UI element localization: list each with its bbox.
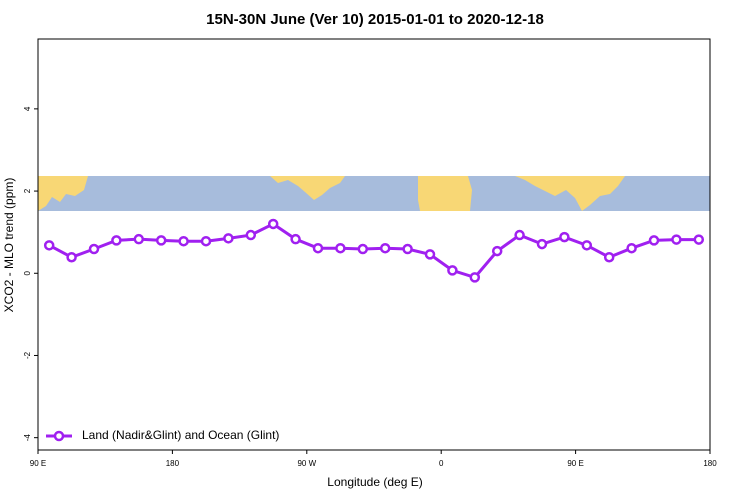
y-tick-label: -2 xyxy=(23,351,32,359)
point xyxy=(111,235,122,246)
point xyxy=(357,243,369,255)
point xyxy=(447,265,458,276)
point xyxy=(133,233,145,245)
point xyxy=(155,235,167,246)
point xyxy=(290,233,301,245)
point xyxy=(469,272,481,283)
point xyxy=(245,229,257,241)
x-tick-label: 90 E xyxy=(30,459,46,468)
x-tick-label: 180 xyxy=(703,459,717,468)
x-tick-label: 0 xyxy=(439,459,444,468)
legend-label: Land (Nadir&Glint) and Ocean (Glint) xyxy=(82,428,279,442)
point xyxy=(223,233,234,244)
point xyxy=(88,243,100,255)
x-tick-label: 90 E xyxy=(567,459,583,468)
point xyxy=(335,242,346,254)
y-tick-label: 0 xyxy=(23,270,32,275)
plot-frame xyxy=(37,38,711,451)
y-axis-label: XCO2 - MLO trend (ppm) xyxy=(2,178,16,313)
point xyxy=(648,235,660,246)
series-line xyxy=(48,222,699,280)
point xyxy=(491,245,503,257)
y-tick-label: -4 xyxy=(23,434,32,442)
point xyxy=(693,234,705,245)
point xyxy=(626,242,637,254)
point xyxy=(200,235,212,247)
point xyxy=(559,231,570,243)
chart-title: 15N-30N June (Ver 10) 2015-01-01 to 2020… xyxy=(206,11,544,28)
point xyxy=(178,235,189,247)
point xyxy=(603,251,615,263)
point xyxy=(379,242,391,254)
y-tick-label: 2 xyxy=(23,188,32,193)
point xyxy=(424,249,436,260)
point xyxy=(402,243,413,255)
point xyxy=(66,251,77,263)
point xyxy=(671,234,682,245)
y-tick-label: 4 xyxy=(23,106,32,111)
map-strip xyxy=(38,176,710,211)
point xyxy=(267,218,279,230)
point xyxy=(581,240,593,251)
point xyxy=(536,238,548,250)
x-tick-label: 180 xyxy=(166,459,180,468)
x-tick-label: 90 W xyxy=(297,459,316,468)
point xyxy=(43,240,55,251)
point xyxy=(312,242,324,254)
x-axis-label: Longitude (deg E) xyxy=(327,475,422,489)
legend-marker xyxy=(53,430,65,442)
point xyxy=(514,229,525,241)
